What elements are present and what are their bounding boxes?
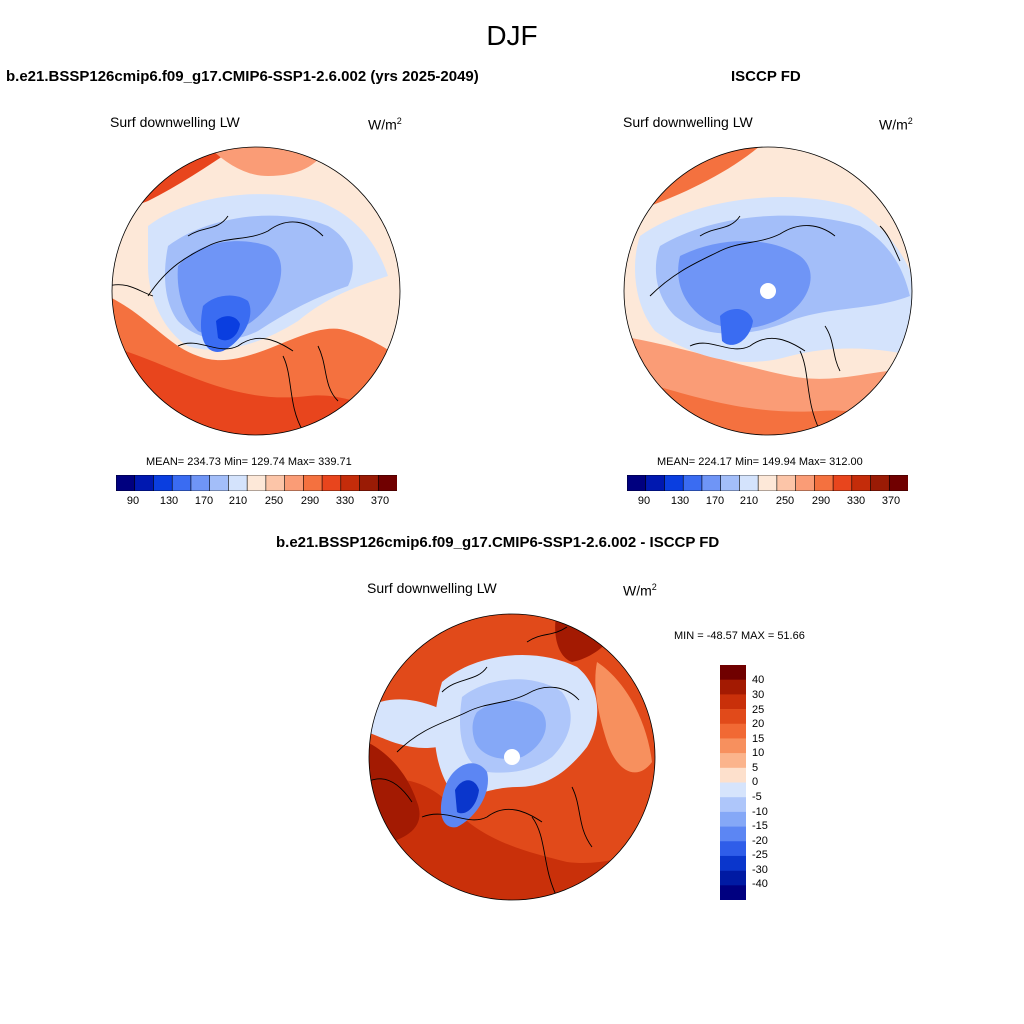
diff-tick: -20: [752, 835, 768, 847]
diff-tick: 25: [752, 704, 765, 716]
left-colorbar-swatch: [265, 475, 286, 491]
left-variable-label: Surf downwelling LW: [110, 114, 240, 130]
diff-tick: 10: [752, 747, 765, 759]
left-tick: 130: [159, 495, 179, 507]
diff-tick: 20: [752, 718, 765, 730]
left-colorbar-swatch: [228, 475, 248, 491]
diff-stats: MIN = -48.57 MAX = 51.66: [674, 630, 805, 642]
diff-tick: 0: [752, 776, 759, 788]
diff-colorbar-swatch: [720, 679, 746, 695]
right-units-label: W/m2: [879, 116, 913, 133]
right-colorbar-swatch: [870, 475, 890, 491]
right-colorbar-swatch: [682, 475, 703, 491]
diff-colorbar-swatch: [720, 767, 746, 783]
diff-tick: 5: [752, 762, 759, 774]
diff-colorbar-swatch: [720, 855, 746, 871]
diff-colorbar-swatch: [720, 723, 746, 739]
left-tick: 170: [194, 495, 214, 507]
left-colorbar-swatch: [359, 475, 379, 491]
diff-colorbar: [720, 665, 746, 900]
right-tick: 90: [637, 495, 651, 507]
left-colorbar-ticks: 90 130 170 210 250 290 330 370: [116, 495, 397, 509]
right-colorbar-swatch: [720, 475, 740, 491]
diff-tick: -15: [752, 820, 768, 832]
right-tick: 170: [705, 495, 725, 507]
left-colorbar-swatch: [246, 475, 267, 491]
right-colorbar-swatch: [664, 475, 684, 491]
diff-units-label: W/m2: [623, 582, 657, 599]
left-colorbar-swatch: [340, 475, 361, 491]
left-colorbar-swatch: [377, 475, 397, 491]
diff-panel-title: b.e21.BSSP126cmip6.f09_g17.CMIP6-SSP1-2.…: [276, 534, 720, 551]
right-panel-title: ISCCP FD: [731, 68, 801, 85]
figure-title: DJF: [486, 20, 538, 51]
left-tick: 370: [370, 495, 390, 507]
left-tick: 290: [300, 495, 320, 507]
left-units-label: W/m2: [368, 116, 402, 133]
right-colorbar-swatch: [645, 475, 666, 491]
diff-tick: -10: [752, 806, 768, 818]
right-colorbar-swatch: [739, 475, 759, 491]
left-colorbar-swatch: [153, 475, 173, 491]
right-tick: 130: [670, 495, 690, 507]
diff-colorbar-swatch: [720, 811, 746, 827]
diff-colorbar-swatch: [720, 738, 746, 754]
left-colorbar-swatch: [171, 475, 192, 491]
right-tick: 330: [846, 495, 866, 507]
diff-colorbar-swatch: [720, 753, 746, 769]
right-tick: 370: [881, 495, 901, 507]
diff-colorbar-swatch: [720, 870, 746, 886]
diff-colorbar-swatch: [720, 826, 746, 842]
left-colorbar-swatch: [134, 475, 155, 491]
right-colorbar-swatch: [832, 475, 853, 491]
left-stats: MEAN= 234.73 Min= 129.74 Max= 339.71: [146, 456, 352, 468]
right-colorbar-swatch: [814, 475, 834, 491]
left-colorbar-swatch: [284, 475, 304, 491]
right-colorbar-swatch: [757, 475, 778, 491]
left-tick: 90: [126, 495, 140, 507]
right-colorbar-swatch: [851, 475, 872, 491]
diff-tick: 30: [752, 689, 765, 701]
diff-tick: 15: [752, 733, 765, 745]
diff-colorbar-swatch: [720, 841, 746, 857]
right-variable-label: Surf downwelling LW: [623, 114, 753, 130]
right-colorbar-swatch: [776, 475, 797, 491]
left-tick: 210: [228, 495, 248, 507]
right-tick: 210: [739, 495, 759, 507]
diff-colorbar-swatch: [720, 782, 746, 798]
left-colorbar-swatch: [209, 475, 229, 491]
diff-variable-label: Surf downwelling LW: [367, 580, 497, 596]
right-polar-map: [623, 146, 913, 436]
right-colorbar-swatch: [888, 475, 908, 491]
diff-tick: -40: [752, 878, 768, 890]
left-polar-map: [111, 146, 401, 436]
left-colorbar-swatch: [190, 475, 211, 491]
diff-colorbar-swatch: [720, 694, 746, 710]
left-colorbar-swatch: [303, 475, 323, 491]
right-stats: MEAN= 224.17 Min= 149.94 Max= 312.00: [657, 456, 863, 468]
diff-tick: -5: [752, 791, 762, 803]
diff-tick: 40: [752, 674, 765, 686]
right-tick: 250: [775, 495, 795, 507]
diff-colorbar-swatch: [720, 665, 746, 680]
left-tick: 330: [335, 495, 355, 507]
right-colorbar-swatch: [701, 475, 722, 491]
right-colorbar-swatch: [795, 475, 815, 491]
diff-colorbar-swatch: [720, 709, 746, 725]
right-colorbar: [627, 475, 908, 491]
right-tick: 290: [811, 495, 831, 507]
diff-polar-map: [368, 613, 656, 901]
diff-tick: -30: [752, 864, 768, 876]
right-colorbar-ticks: 90 130 170 210 250 290 330 370: [627, 495, 908, 509]
diff-tick: -25: [752, 849, 768, 861]
diff-colorbar-swatch: [720, 885, 746, 900]
right-colorbar-swatch: [627, 475, 647, 491]
left-colorbar: [116, 475, 397, 491]
left-colorbar-swatch: [116, 475, 136, 491]
left-tick: 250: [264, 495, 284, 507]
diff-colorbar-ticks: 40 30 25 20 15 10 5 0 -5 -10 -15 -20 -25…: [752, 665, 792, 900]
left-colorbar-swatch: [321, 475, 342, 491]
left-panel-title: b.e21.BSSP126cmip6.f09_g17.CMIP6-SSP1-2.…: [6, 68, 479, 85]
diff-colorbar-swatch: [720, 797, 746, 813]
